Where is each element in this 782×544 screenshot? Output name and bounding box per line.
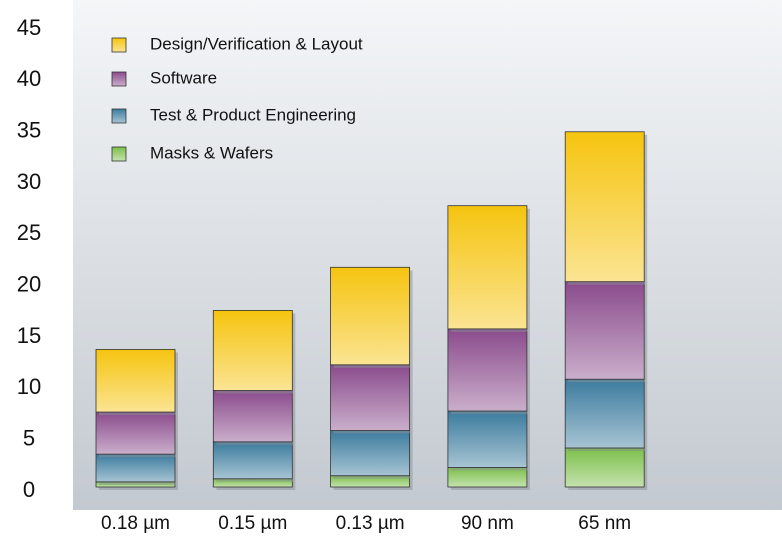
legend-swatch — [111, 37, 127, 53]
bar-segment — [447, 205, 528, 330]
bar-segment — [330, 430, 411, 477]
bar-segment — [95, 349, 176, 413]
plot-area — [73, 0, 782, 510]
bar-segment — [564, 378, 645, 449]
y-tick-label: 35 — [17, 117, 41, 142]
bar-shadow — [99, 484, 178, 490]
legend-swatch — [111, 146, 127, 162]
legend-label: Design/Verification & Layout — [150, 34, 363, 53]
y-tick-label: 0 — [23, 477, 35, 502]
bar-segment — [564, 447, 645, 488]
bar-segment — [330, 266, 411, 366]
legend-swatch — [111, 71, 127, 87]
x-tick-label: 0.15 µm — [218, 513, 287, 534]
x-tick-label: 65 nm — [578, 513, 631, 534]
y-tick-label: 45 — [17, 15, 41, 40]
bar-segment — [330, 364, 411, 431]
bar-segment — [212, 390, 293, 443]
x-tick-label: 0.18 µm — [101, 513, 170, 534]
y-tick-label: 40 — [17, 66, 41, 91]
bar-segment — [212, 441, 293, 480]
bar-segment — [564, 281, 645, 380]
x-tick-label: 90 nm — [461, 513, 514, 534]
legend-label: Software — [150, 68, 217, 87]
x-tick-label: 0.13 µm — [336, 513, 405, 534]
legend-label: Test & Product Engineering — [150, 105, 356, 124]
legend-swatch — [111, 108, 127, 124]
bar-segment — [95, 453, 176, 483]
y-tick-label: 10 — [17, 374, 41, 399]
y-tick-label: 25 — [17, 220, 41, 245]
legend-label: Masks & Wafers — [150, 143, 273, 162]
bar-segment — [447, 410, 528, 468]
y-tick-label: 5 — [23, 425, 35, 450]
bar-segment — [447, 328, 528, 412]
y-tick-label: 15 — [17, 323, 41, 348]
bar-segment — [212, 310, 293, 391]
y-tick-label: 20 — [17, 271, 41, 296]
bar-segment — [564, 131, 645, 283]
bar-segment — [95, 411, 176, 455]
y-tick-label: 30 — [17, 169, 41, 194]
